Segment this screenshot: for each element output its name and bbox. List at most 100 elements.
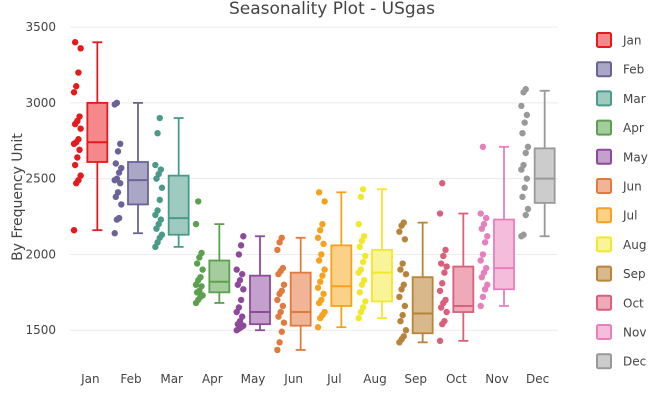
data-point (158, 231, 166, 238)
data-point (71, 161, 79, 169)
legend-item-aug: Aug (596, 236, 646, 253)
data-point (361, 277, 368, 284)
data-point (442, 296, 449, 304)
data-point (436, 337, 444, 345)
data-point (483, 264, 490, 272)
legend-swatch (596, 353, 612, 370)
x-tick-label: Oct (446, 372, 467, 386)
data-point (236, 277, 244, 284)
data-point (239, 313, 246, 320)
data-point (70, 89, 78, 96)
box-may (233, 233, 271, 334)
x-tick-label: Feb (120, 372, 141, 386)
data-point (401, 236, 409, 243)
legend-item-nov: Nov (596, 324, 646, 340)
y-tick-label: 2500 (25, 172, 56, 186)
data-point (521, 184, 528, 191)
data-point (73, 83, 80, 90)
data-point (274, 296, 281, 304)
data-point (77, 172, 84, 179)
data-point (274, 346, 281, 354)
y-axis-title: By Frequency Unit (10, 133, 26, 261)
data-point (154, 129, 161, 137)
y-tick-label: 2000 (25, 247, 56, 261)
data-point (320, 240, 327, 248)
data-point (439, 280, 446, 287)
data-point (233, 266, 240, 273)
x-tick-label: May (241, 372, 266, 386)
data-point (320, 290, 327, 298)
legend-swatch (596, 90, 612, 107)
legend-swatch (596, 294, 612, 311)
x-tick-label: Nov (485, 372, 508, 386)
data-point (359, 186, 367, 193)
data-point (278, 287, 285, 295)
data-point (75, 136, 82, 143)
data-point (399, 311, 406, 319)
data-point (235, 251, 243, 258)
data-point (154, 207, 161, 214)
x-tick-label: Jan (80, 372, 100, 386)
box-iqr (289, 271, 312, 327)
data-point (113, 99, 121, 107)
data-point (441, 317, 448, 325)
legend-item-oct: Oct (596, 294, 644, 311)
data-point (397, 266, 404, 273)
box-iqr (86, 101, 109, 163)
box-sep (396, 219, 434, 346)
data-point (77, 45, 84, 52)
box-iqr (330, 244, 353, 307)
legend-swatch (596, 32, 612, 48)
data-point (321, 198, 328, 205)
data-point (156, 196, 163, 204)
data-point (279, 264, 287, 272)
y-tick-label: 3000 (25, 96, 56, 110)
legend-swatch (596, 324, 612, 340)
data-point (519, 193, 526, 201)
data-point (76, 146, 83, 154)
legend-swatch (596, 148, 612, 165)
data-point (115, 214, 123, 222)
data-point (523, 175, 531, 182)
data-point (520, 231, 527, 238)
chart-title: Seasonality Plot - USgas (229, 0, 435, 19)
data-point (280, 281, 288, 288)
box-jul (314, 189, 353, 331)
box-iqr (493, 218, 515, 291)
box-jun (274, 234, 312, 354)
data-point (362, 252, 369, 260)
data-point (318, 251, 325, 258)
data-point (199, 292, 206, 299)
data-point (118, 201, 125, 208)
data-point (361, 233, 368, 240)
data-point (439, 180, 446, 187)
data-point (401, 302, 409, 310)
data-point (357, 266, 365, 273)
data-point (315, 189, 323, 196)
data-point (158, 184, 166, 191)
data-point (278, 234, 285, 241)
legend-swatch (596, 119, 612, 136)
box-mar (152, 114, 190, 251)
data-point (443, 263, 450, 270)
data-point (193, 260, 201, 267)
data-point (321, 266, 328, 273)
data-point (74, 154, 81, 161)
data-point (519, 129, 526, 137)
legend-label: Nov (623, 326, 646, 340)
data-point (156, 114, 163, 122)
data-point (237, 296, 245, 304)
data-point (195, 198, 202, 205)
data-point (235, 304, 243, 311)
data-point (114, 148, 122, 155)
data-point (523, 111, 531, 119)
data-point (483, 214, 490, 222)
box-plots (70, 39, 556, 354)
data-point (317, 278, 324, 285)
data-point (355, 220, 362, 228)
data-point (280, 319, 288, 326)
gridlines (70, 26, 558, 331)
data-point (477, 257, 484, 264)
box-aug (355, 186, 393, 322)
data-point (356, 289, 363, 296)
